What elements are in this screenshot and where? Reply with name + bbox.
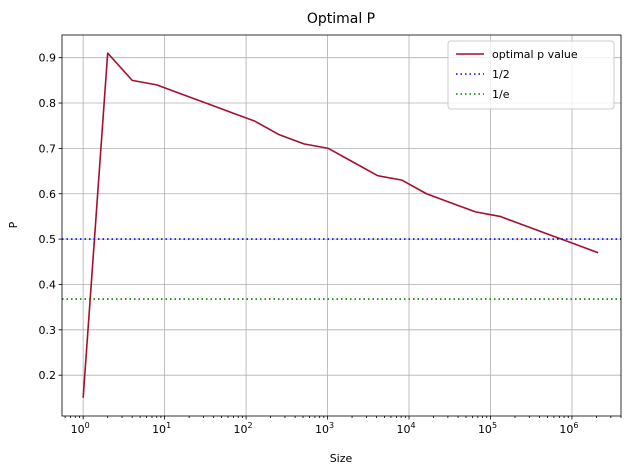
y-tick-label: 0.4 [39, 278, 57, 291]
series-0-line [82, 52, 599, 398]
x-tick-label: 106 [559, 421, 578, 436]
y-tick-label: 0.8 [39, 97, 57, 110]
chart-title: Optimal P [307, 11, 375, 27]
y-tick-label: 0.6 [39, 188, 57, 201]
legend-label: optimal p value [492, 48, 578, 61]
x-tick-label: 103 [315, 421, 334, 436]
x-tick-label: 104 [396, 421, 415, 436]
x-axis-label: Size [330, 452, 353, 465]
legend-box [447, 40, 615, 110]
y-axis-ticks: 0.2 0.3 0.4 0.5 0.6 0.7 0.8 0.9 [39, 52, 62, 382]
x-tick-label: 101 [152, 421, 171, 436]
legend: optimal p value 1/2 1/e [447, 40, 615, 110]
series-layer [62, 52, 621, 398]
x-axis-ticks: 100 101 102 103 104 105 106 [64, 416, 622, 436]
y-tick-label: 0.3 [39, 324, 57, 337]
x-tick-label: 100 [71, 421, 90, 436]
x-tick-label: 105 [478, 421, 497, 436]
y-tick-label: 0.2 [39, 369, 57, 382]
plot-frame [61, 34, 622, 417]
y-axis-label: P [7, 221, 20, 228]
legend-label: 1/e [492, 88, 510, 101]
legend-label: 1/2 [492, 68, 510, 81]
y-tick-label: 0.5 [39, 233, 57, 246]
y-tick-label: 0.9 [39, 52, 57, 65]
x-tick-label: 102 [234, 421, 253, 436]
y-tick-label: 0.7 [39, 142, 57, 155]
